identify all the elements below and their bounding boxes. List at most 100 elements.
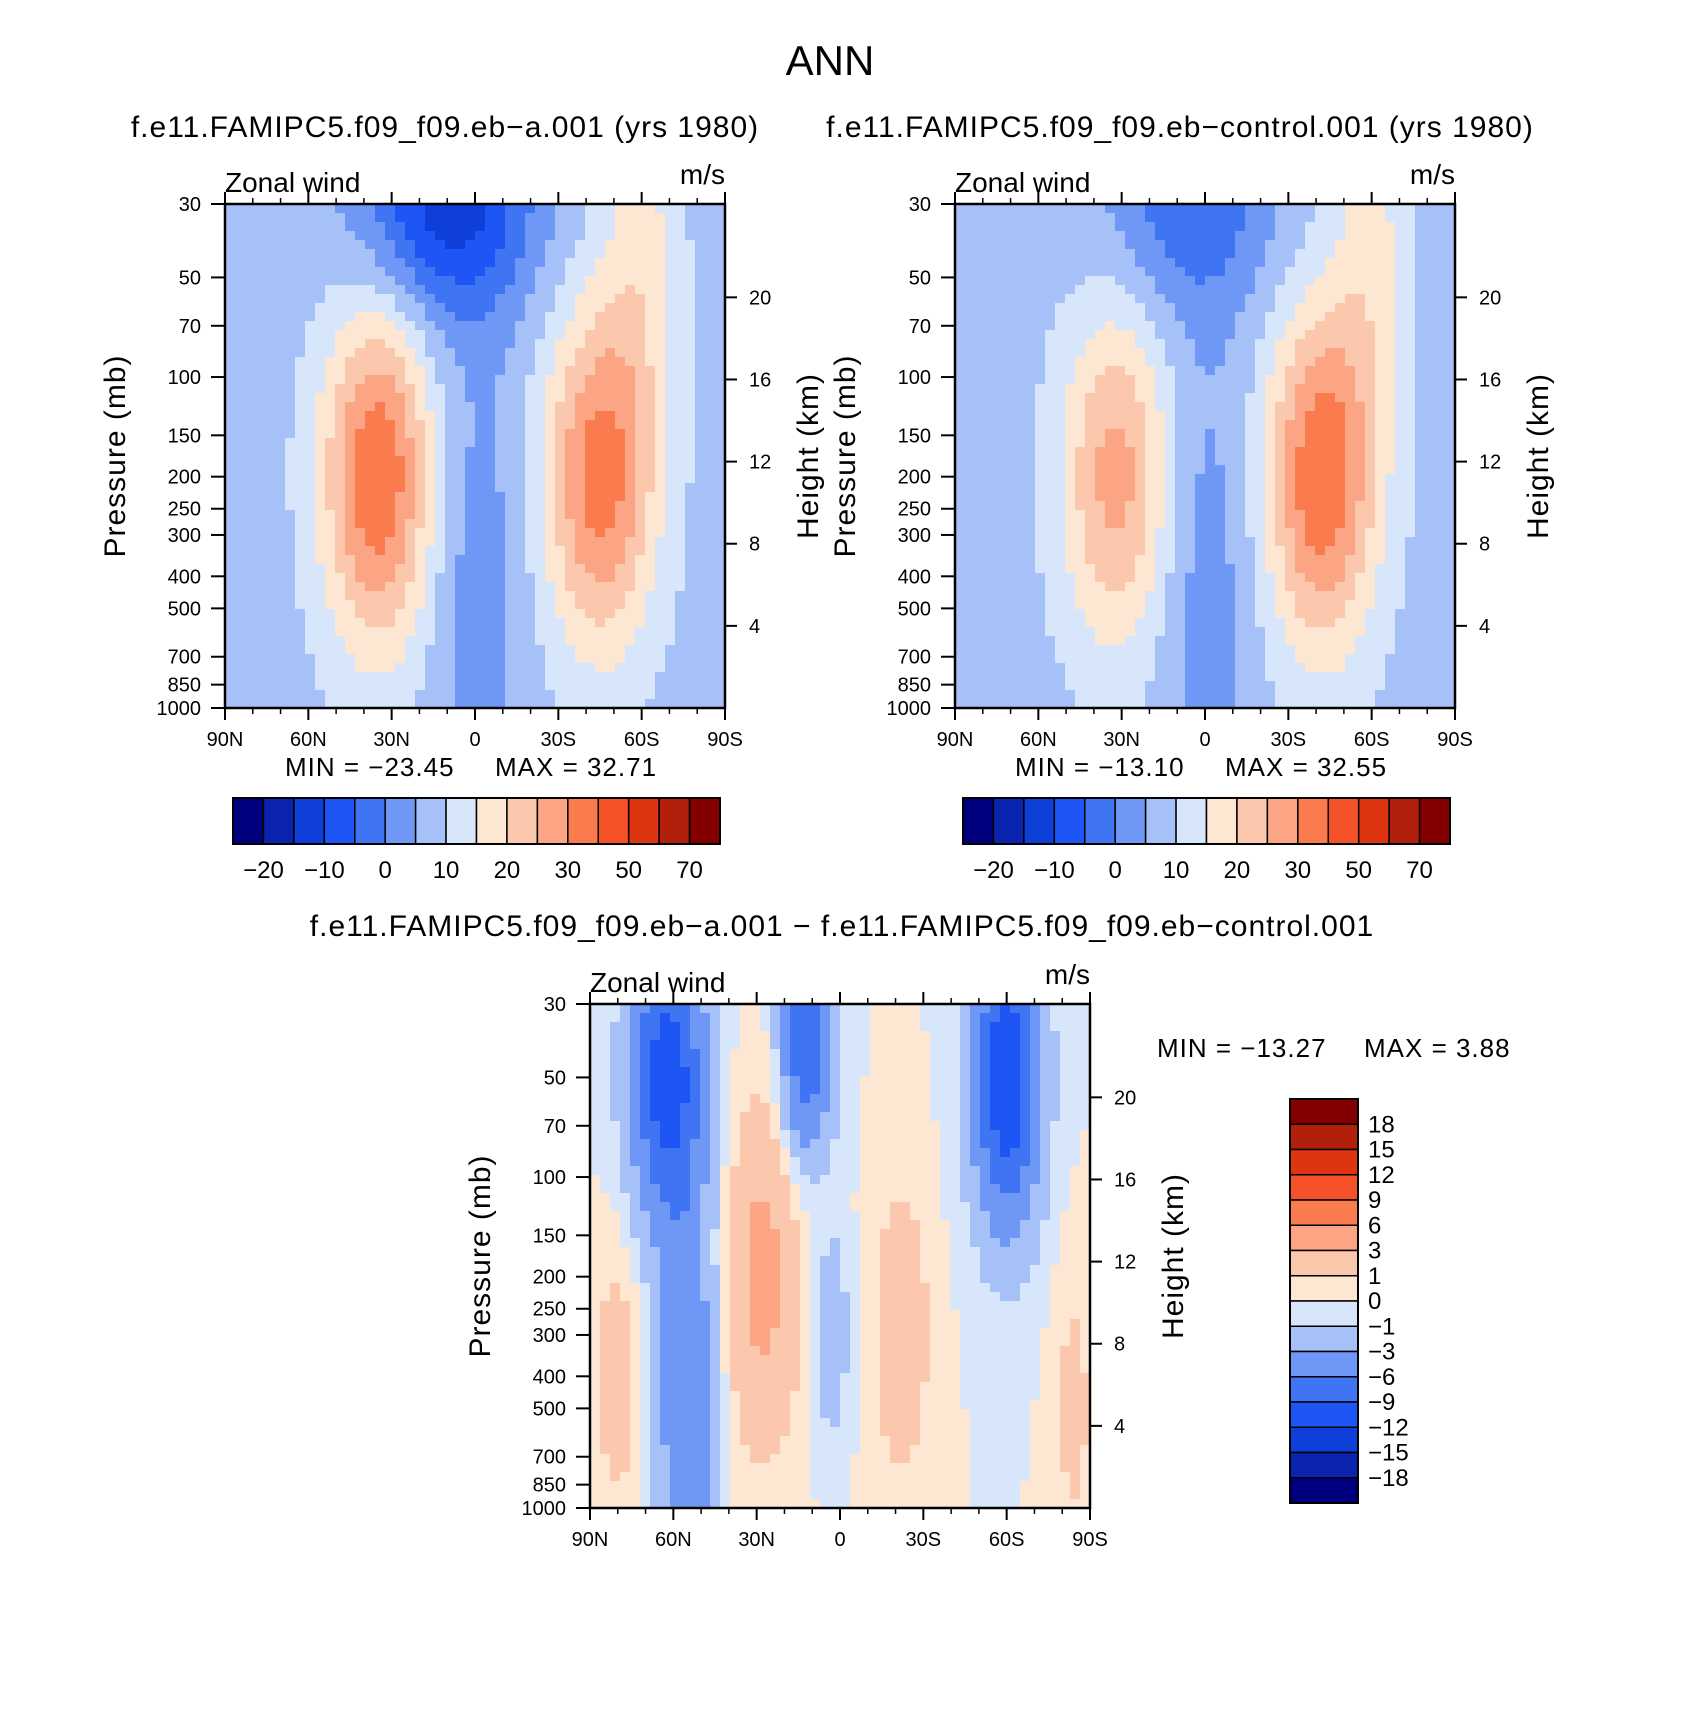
heatmap-cell: [1035, 384, 1046, 394]
heatmap-cell: [555, 465, 566, 475]
heatmap-cell: [485, 636, 496, 646]
heatmap-cell: [435, 537, 446, 547]
heatmap-cell: [1085, 438, 1096, 448]
heatmap-cell: [365, 645, 376, 655]
heatmap-cell: [225, 663, 236, 673]
heatmap-cell: [545, 312, 556, 322]
heatmap-cell: [1185, 564, 1196, 574]
heatmap-cell: [665, 690, 676, 700]
heatmap-cell: [445, 546, 456, 556]
heatmap-cell: [1105, 546, 1116, 556]
heatmap-cell: [1105, 438, 1116, 448]
heatmap-cell: [985, 465, 996, 475]
heatmap-cell: [525, 510, 536, 520]
heatmap-cell: [415, 465, 426, 475]
heatmap-cell: [1155, 357, 1166, 367]
heatmap-cell: [435, 510, 446, 520]
heatmap-cell: [1325, 402, 1336, 412]
heatmap-cell: [265, 303, 276, 313]
heatmap-cell: [245, 213, 256, 223]
heatmap-cell: [595, 321, 606, 331]
heatmap-cell: [995, 402, 1006, 412]
heatmap-cell: [1225, 420, 1236, 430]
heatmap-cell: [465, 384, 476, 394]
heatmap-cell: [1035, 555, 1046, 565]
heatmap-cell: [1045, 411, 1056, 421]
heatmap-cell: [605, 312, 616, 322]
heatmap-cell: [635, 213, 646, 223]
heatmap-cell: [655, 393, 666, 403]
heatmap-cell: [975, 420, 986, 430]
heatmap-cell: [695, 636, 706, 646]
heatmap-cell: [585, 267, 596, 277]
heatmap-cell: [705, 204, 716, 214]
heatmap-cell: [635, 699, 646, 709]
heatmap-cell: [325, 528, 336, 538]
heatmap-cell: [1155, 231, 1166, 241]
heatmap-cell: [575, 429, 586, 439]
heatmap-cell: [655, 609, 666, 619]
heatmap-cell: [635, 519, 646, 529]
heatmap-cell: [1225, 321, 1236, 331]
heatmap-cell: [1165, 447, 1176, 457]
heatmap-cell: [225, 276, 236, 286]
heatmap-cell: [555, 699, 566, 709]
heatmap-cell: [295, 564, 306, 574]
heatmap-cell: [645, 618, 656, 628]
heatmap-cell: [225, 348, 236, 358]
heatmap-cell: [585, 456, 596, 466]
heatmap-cell: [1435, 231, 1446, 241]
heatmap-cell: [1185, 267, 1196, 277]
heatmap-cell: [1195, 465, 1206, 475]
heatmap-cell: [615, 699, 626, 709]
heatmap-cell: [1185, 240, 1196, 250]
heatmap-cell: [685, 555, 696, 565]
heatmap-cell: [515, 654, 526, 664]
heatmap-cell: [1305, 402, 1316, 412]
heatmap-cell: [525, 663, 536, 673]
heatmap-cell: [1375, 501, 1386, 511]
heatmap-cell: [565, 690, 576, 700]
heatmap-cell: [435, 429, 446, 439]
heatmap-cell: [615, 609, 626, 619]
heatmap-cell: [485, 645, 496, 655]
heatmap-cell: [1335, 555, 1346, 565]
heatmap-cell: [1135, 492, 1146, 502]
heatmap-cell: [675, 411, 686, 421]
heatmap-cell: [535, 465, 546, 475]
heatmap-cell: [585, 600, 596, 610]
heatmap-cell: [375, 411, 386, 421]
heatmap-cell: [665, 276, 676, 286]
heatmap-cell: [1115, 483, 1126, 493]
heatmap-cell: [545, 348, 556, 358]
heatmap-cell: [1215, 258, 1226, 268]
heatmap-cell: [275, 339, 286, 349]
heatmap-cell: [295, 213, 306, 223]
heatmap-cell: [1355, 402, 1366, 412]
heatmap-cell: [335, 627, 346, 637]
heatmap-cell: [1065, 411, 1076, 421]
heatmap-cell: [1245, 303, 1256, 313]
heatmap-cell: [1045, 294, 1056, 304]
heatmap-cell: [1315, 294, 1326, 304]
heatmap-cell: [1305, 456, 1316, 466]
heatmap-cell: [355, 609, 366, 619]
heatmap-cell: [685, 384, 696, 394]
colorbar-swatch: [688, 797, 721, 845]
heatmap-cell: [355, 375, 366, 385]
heatmap-cell: [1295, 375, 1306, 385]
heatmap-cell: [1245, 438, 1256, 448]
heatmap-cell: [1195, 231, 1206, 241]
heatmap-cell: [1135, 474, 1146, 484]
heatmap-cell: [1385, 438, 1396, 448]
heatmap-cell: [1345, 294, 1356, 304]
heatmap-cell: [1395, 249, 1406, 259]
heatmap-cell: [1075, 447, 1086, 457]
heatmap-cell: [1405, 483, 1416, 493]
heatmap-cell: [1335, 537, 1346, 547]
heatmap-cell: [225, 618, 236, 628]
heatmap-cell: [585, 258, 596, 268]
heatmap-cell: [265, 339, 276, 349]
heatmap-cell: [655, 240, 666, 250]
heatmap-cell: [1015, 411, 1026, 421]
